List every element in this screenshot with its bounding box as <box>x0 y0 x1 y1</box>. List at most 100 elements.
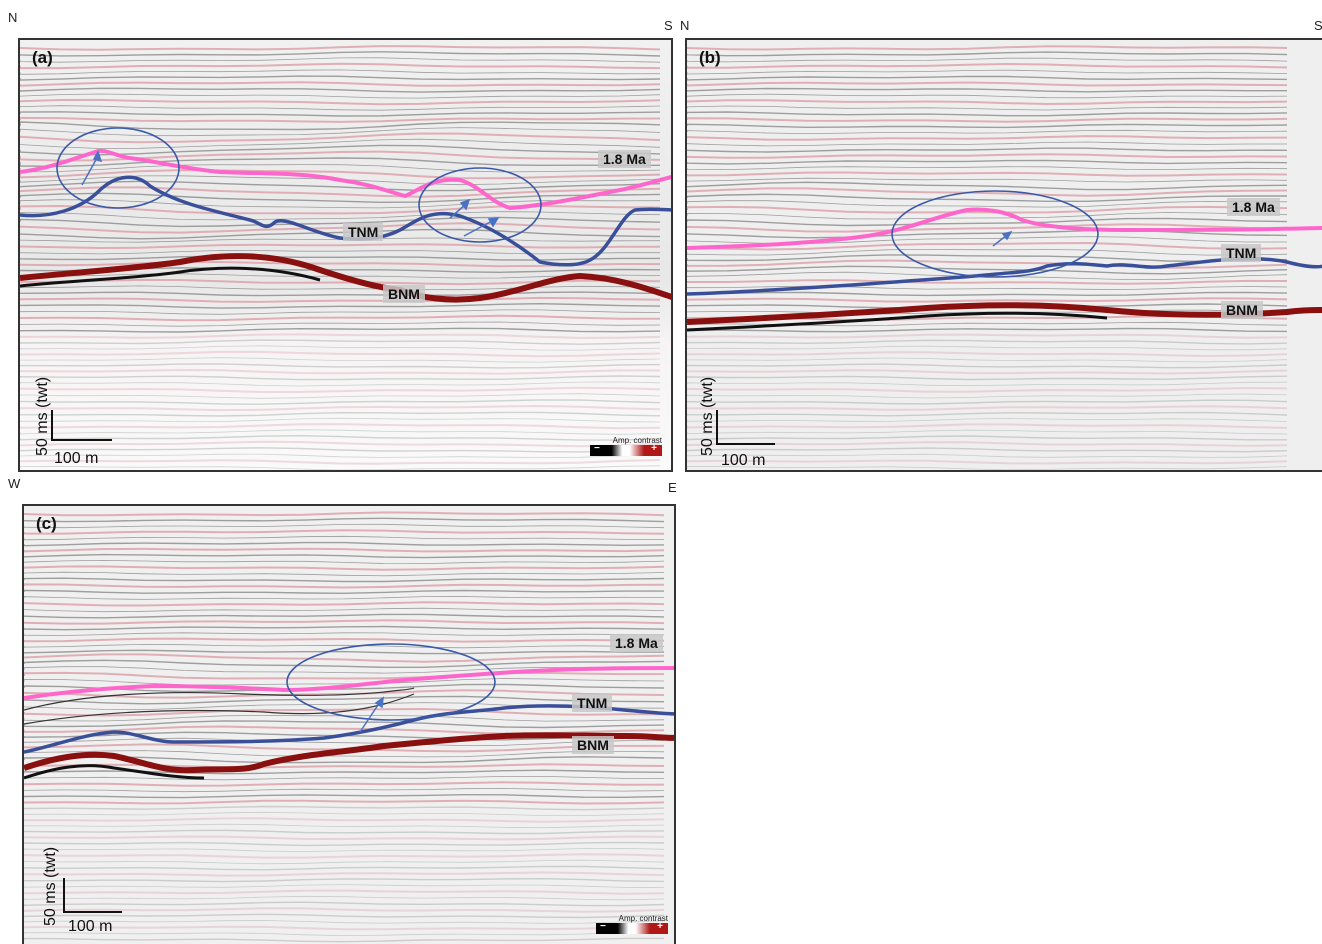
seismic-reflector <box>687 205 1288 214</box>
seismic-reflector <box>24 877 665 883</box>
seismic-reflector <box>687 193 1287 202</box>
seismic-reflector <box>20 169 661 180</box>
seismic-reflector <box>24 835 665 841</box>
seismic-reflector <box>20 350 661 358</box>
seismic-reflector <box>687 177 1288 183</box>
seismic-reflector <box>687 333 1288 339</box>
seismic-reflector <box>687 399 1288 405</box>
seismic-reflector <box>687 105 1288 111</box>
seismic-reflector <box>687 369 1288 375</box>
legend-plus-c: + <box>657 921 663 932</box>
bnm-horizon-b <box>687 302 1322 325</box>
seismic-reflector <box>687 141 1287 147</box>
seismic-reflector <box>24 577 665 583</box>
seismic-reflector <box>687 45 1288 51</box>
seismic-reflector <box>24 529 665 535</box>
seismic-panel-c: (c) 1.8 Ma TNM BNM 50 ms (twt) 100 m Amp… <box>22 504 676 944</box>
seismic-reflector <box>20 211 661 221</box>
seismic-reflector <box>687 309 1288 315</box>
seismic-reflector <box>24 937 664 943</box>
seismic-reflector <box>20 314 660 322</box>
seismic-reflector <box>687 181 1288 191</box>
seismic-reflector <box>687 57 1288 63</box>
seismic-reflector <box>20 243 660 250</box>
seismic-reflector <box>24 931 665 937</box>
seismic-reflector <box>24 707 665 717</box>
seismic-reflector <box>687 166 1288 171</box>
seismic-reflector <box>687 117 1288 123</box>
bnm-horizon-c <box>24 732 674 774</box>
seismic-reflector <box>20 45 661 51</box>
legend-colorbar-c: − + <box>596 921 668 934</box>
seismic-reflector <box>687 147 1288 153</box>
seismic-reflector <box>24 559 665 565</box>
highlight-ellipse-a1 <box>56 127 180 209</box>
seismic-reflector <box>24 589 664 595</box>
highlight-ellipse-c <box>286 643 496 721</box>
seismic-reflector <box>24 895 665 901</box>
seismic-reflector <box>20 175 661 186</box>
seismic-reflector <box>24 571 665 577</box>
seismic-reflector <box>687 418 1288 422</box>
seismic-reflector <box>20 423 661 430</box>
seismic-reflector <box>687 327 1288 333</box>
seismic-reflector <box>24 787 665 793</box>
seismic-reflector <box>20 87 661 93</box>
seismic-reflector <box>20 237 661 243</box>
seismic-reflector <box>20 399 661 405</box>
seismic-reflector <box>24 565 665 571</box>
arrow-head-b1 <box>1001 230 1013 241</box>
seismic-reflector <box>20 127 661 137</box>
label-1-8ma-b: 1.8 Ma <box>1227 198 1280 216</box>
seismic-reflector <box>687 459 1288 465</box>
seismic-reflector <box>20 132 661 144</box>
seismic-reflector <box>20 386 661 393</box>
seismic-panel-a: (a) 1.8 Ma TNM BNM 50 ms (twt) 100 m Amp… <box>18 38 673 472</box>
arrow-a1 <box>81 155 99 186</box>
seismic-reflector <box>24 920 665 924</box>
legend-minus-c: − <box>600 921 606 932</box>
arrow-head-a3 <box>487 217 500 228</box>
seismic-reflector <box>687 153 1288 159</box>
seismic-reflector <box>20 164 661 173</box>
seismic-reflector <box>24 659 665 668</box>
seismic-reflector <box>24 649 665 655</box>
compass-west-c: W <box>8 476 21 491</box>
seismic-reflector <box>20 57 661 63</box>
legend-colorbar-a: − + <box>590 443 662 456</box>
seismic-reflector <box>687 123 1288 129</box>
seismic-reflector <box>687 93 1288 99</box>
seismic-reflector <box>687 429 1288 435</box>
seismic-reflector <box>24 547 665 553</box>
seismic-reflector <box>24 829 665 835</box>
seismic-panel-b: (b) 1.8 Ma TNM BNM 50 ms (twt) 100 m <box>685 38 1322 472</box>
seismic-reflector <box>24 805 665 811</box>
seismic-reflector <box>20 465 661 470</box>
seismic-reflector <box>687 223 1288 233</box>
seismic-reflector <box>24 907 665 913</box>
seismic-reflector <box>20 69 661 75</box>
horizon-1-8ma-b <box>687 207 1322 250</box>
seismic-reflector <box>687 381 1288 387</box>
seismic-reflector <box>687 291 1288 297</box>
seismic-reflector <box>24 666 665 674</box>
seismic-reflector <box>687 69 1288 75</box>
panel-label-b: (b) <box>699 48 721 67</box>
seismic-reflector <box>24 535 664 541</box>
seismic-reflector <box>24 553 665 559</box>
arrow-head-a1 <box>92 150 103 163</box>
seismic-reflector <box>24 601 665 607</box>
seismic-reflector <box>687 51 1288 57</box>
seismic-reflector <box>20 302 661 309</box>
seismic-reflector <box>20 459 661 465</box>
seismic-reflector <box>24 689 665 699</box>
seismic-reflector <box>24 523 665 529</box>
seismic-reflector <box>20 250 660 255</box>
seismic-reflector <box>24 743 664 753</box>
seismic-reflector <box>24 913 665 919</box>
seismic-reflector <box>687 99 1288 106</box>
seismic-reflector <box>24 823 665 829</box>
seismic-reflector <box>24 811 665 816</box>
seismic-reflector <box>24 871 665 877</box>
seismic-reflector <box>20 81 661 87</box>
